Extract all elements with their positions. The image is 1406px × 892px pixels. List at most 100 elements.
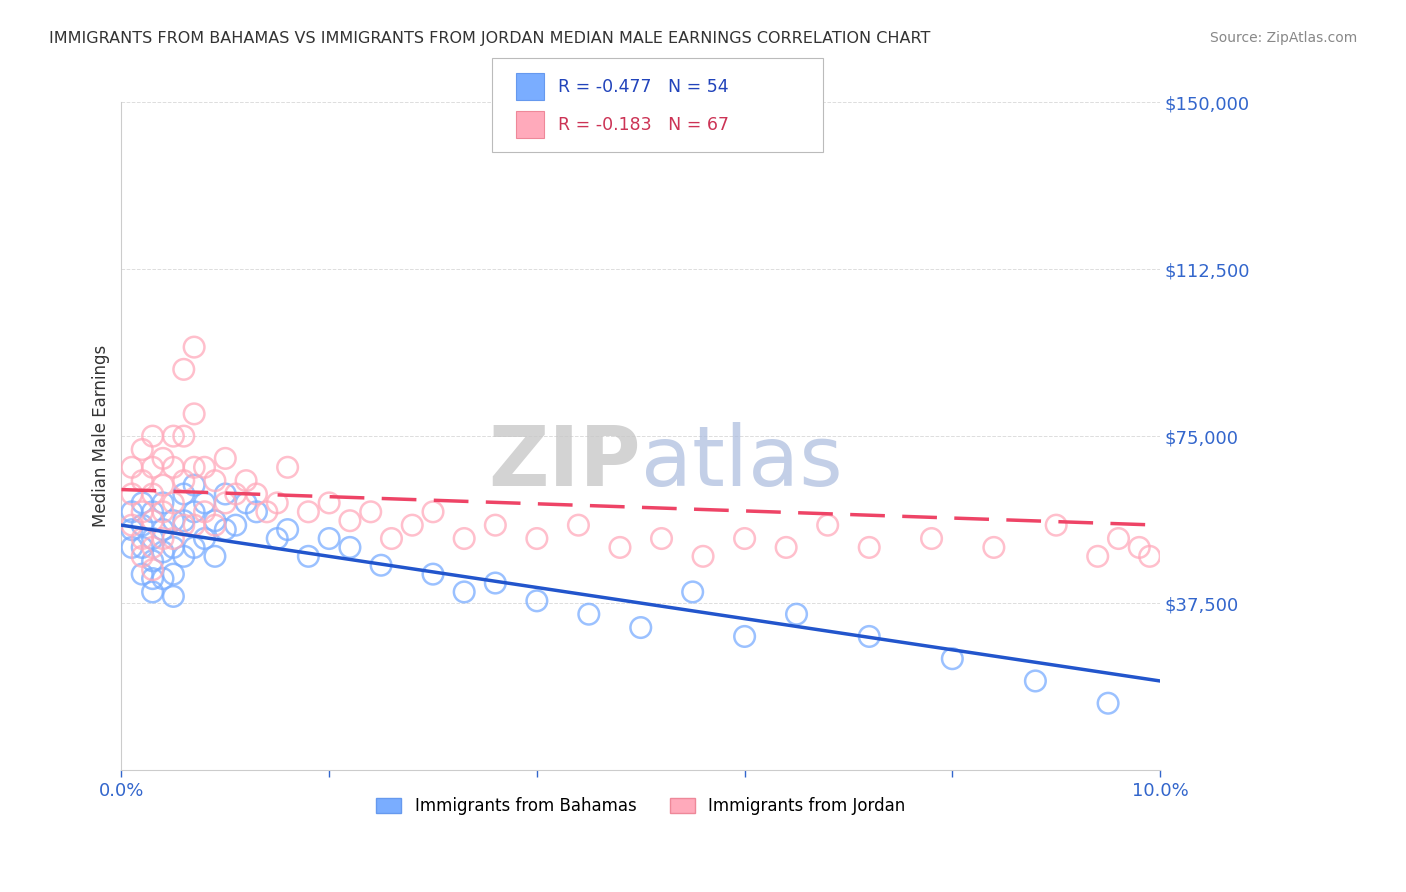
- Point: [204, 514, 226, 528]
- Point: [183, 340, 205, 354]
- Point: [142, 487, 165, 501]
- Point: [734, 630, 756, 644]
- Point: [131, 518, 153, 533]
- Point: [193, 505, 215, 519]
- Point: [692, 549, 714, 564]
- Point: [370, 558, 392, 573]
- Point: [142, 429, 165, 443]
- Point: [297, 549, 319, 564]
- Point: [142, 532, 165, 546]
- Point: [245, 505, 267, 519]
- Point: [921, 532, 943, 546]
- Text: atlas: atlas: [641, 422, 842, 503]
- Point: [193, 496, 215, 510]
- Point: [630, 621, 652, 635]
- Point: [121, 518, 143, 533]
- Point: [214, 487, 236, 501]
- Point: [526, 594, 548, 608]
- Point: [786, 607, 808, 622]
- Point: [245, 487, 267, 501]
- Point: [152, 572, 174, 586]
- Point: [1024, 673, 1046, 688]
- Point: [277, 460, 299, 475]
- Point: [858, 630, 880, 644]
- Text: Source: ZipAtlas.com: Source: ZipAtlas.com: [1209, 31, 1357, 45]
- Point: [162, 590, 184, 604]
- Text: R = -0.477   N = 54: R = -0.477 N = 54: [558, 78, 728, 95]
- Point: [152, 496, 174, 510]
- Point: [214, 523, 236, 537]
- Point: [121, 541, 143, 555]
- Point: [173, 474, 195, 488]
- Point: [422, 567, 444, 582]
- Point: [526, 532, 548, 546]
- Point: [1139, 549, 1161, 564]
- Point: [162, 541, 184, 555]
- Point: [142, 585, 165, 599]
- Point: [152, 478, 174, 492]
- Point: [173, 429, 195, 443]
- Point: [256, 505, 278, 519]
- Point: [142, 572, 165, 586]
- Point: [142, 460, 165, 475]
- Point: [131, 496, 153, 510]
- Point: [775, 541, 797, 555]
- Point: [401, 518, 423, 533]
- Point: [983, 541, 1005, 555]
- Point: [734, 532, 756, 546]
- Point: [214, 496, 236, 510]
- Point: [266, 496, 288, 510]
- Point: [162, 567, 184, 582]
- Point: [225, 487, 247, 501]
- Point: [173, 514, 195, 528]
- Point: [484, 518, 506, 533]
- Point: [277, 523, 299, 537]
- Point: [266, 532, 288, 546]
- Point: [1108, 532, 1130, 546]
- Point: [204, 549, 226, 564]
- Point: [152, 545, 174, 559]
- Point: [142, 505, 165, 519]
- Legend: Immigrants from Bahamas, Immigrants from Jordan: Immigrants from Bahamas, Immigrants from…: [370, 790, 912, 822]
- Point: [682, 585, 704, 599]
- Point: [1087, 549, 1109, 564]
- Point: [453, 532, 475, 546]
- Point: [235, 474, 257, 488]
- Point: [193, 460, 215, 475]
- Point: [131, 442, 153, 457]
- Point: [858, 541, 880, 555]
- Point: [162, 460, 184, 475]
- Point: [453, 585, 475, 599]
- Point: [121, 487, 143, 501]
- Point: [183, 478, 205, 492]
- Point: [131, 541, 153, 555]
- Point: [193, 532, 215, 546]
- Text: R = -0.183   N = 67: R = -0.183 N = 67: [558, 116, 730, 134]
- Point: [131, 532, 153, 546]
- Point: [484, 576, 506, 591]
- Point: [173, 549, 195, 564]
- Point: [609, 541, 631, 555]
- Point: [162, 496, 184, 510]
- Point: [297, 505, 319, 519]
- Text: ZIP: ZIP: [488, 422, 641, 503]
- Point: [131, 505, 153, 519]
- Point: [567, 518, 589, 533]
- Point: [173, 518, 195, 533]
- Point: [152, 532, 174, 546]
- Text: IMMIGRANTS FROM BAHAMAS VS IMMIGRANTS FROM JORDAN MEDIAN MALE EARNINGS CORRELATI: IMMIGRANTS FROM BAHAMAS VS IMMIGRANTS FR…: [49, 31, 931, 46]
- Point: [162, 532, 184, 546]
- Point: [173, 362, 195, 376]
- Point: [235, 496, 257, 510]
- Point: [204, 518, 226, 533]
- Y-axis label: Median Male Earnings: Median Male Earnings: [93, 345, 110, 527]
- Point: [1045, 518, 1067, 533]
- Point: [183, 505, 205, 519]
- Point: [152, 505, 174, 519]
- Point: [1097, 696, 1119, 710]
- Point: [162, 514, 184, 528]
- Point: [121, 460, 143, 475]
- Point: [142, 554, 165, 568]
- Point: [183, 518, 205, 533]
- Point: [152, 523, 174, 537]
